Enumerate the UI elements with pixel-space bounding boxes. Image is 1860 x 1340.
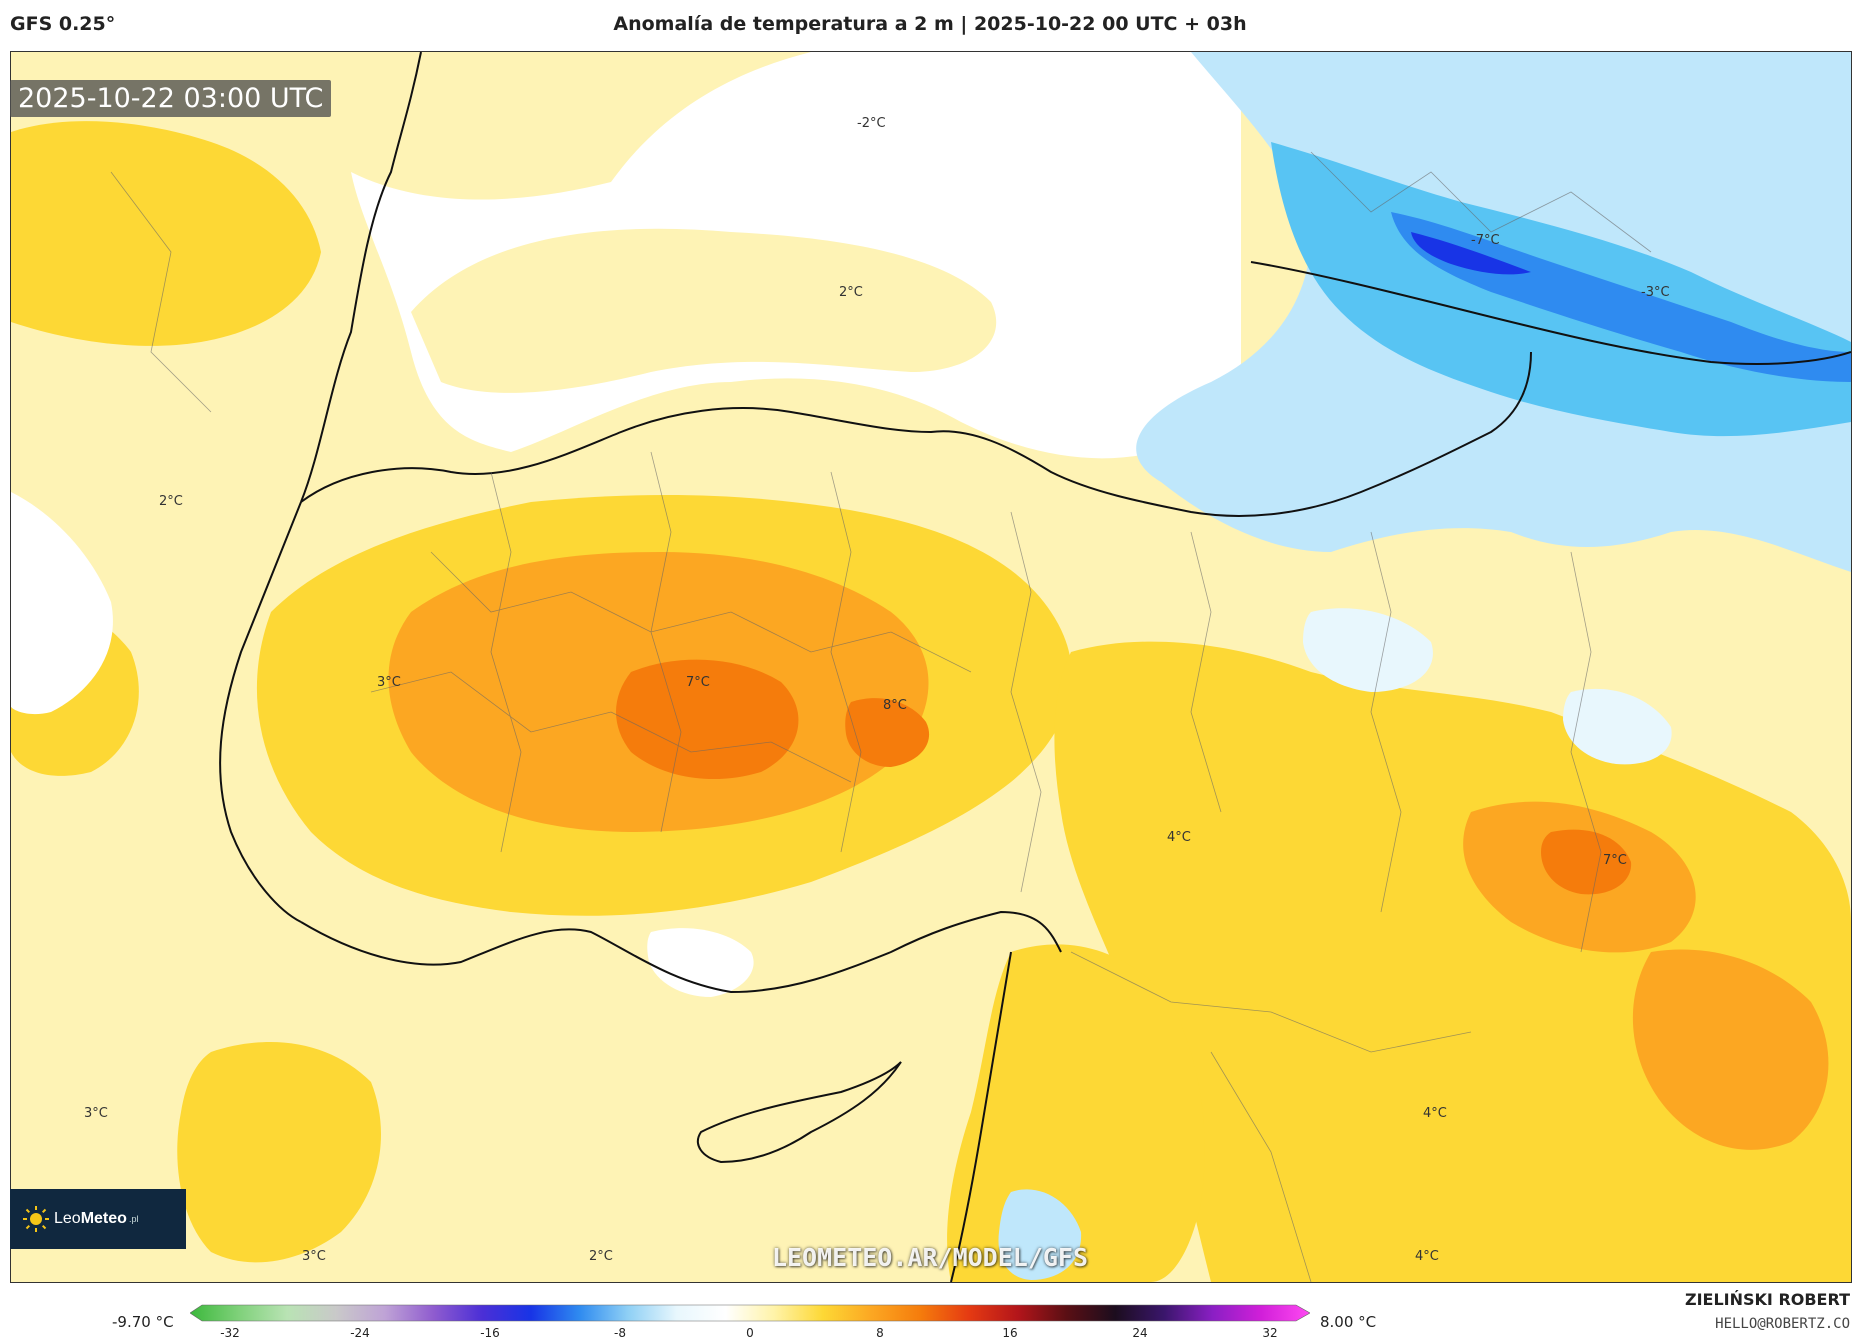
colorbar-max-label: 8.00 °C [1320, 1313, 1377, 1331]
iraq-warm-orange [1632, 949, 1829, 1150]
colorbar-tick-label: 32 [1262, 1326, 1278, 1340]
east-turkey-cool-patch-2 [1563, 688, 1672, 765]
black-sea-west-coast [300, 52, 422, 503]
map-label-7: 7°C [686, 675, 710, 690]
anomaly-map: -2°C -7°C -3°C 2°C 2°C 3°C 7°C 8°C 4°C 7… [11, 52, 1851, 1282]
levant-cool-patch [998, 1189, 1082, 1280]
aegean-coast [219, 501, 302, 923]
map-label-6: 3°C [377, 675, 401, 690]
black-sea-coast [300, 351, 1532, 517]
colorbar-tick-label: -24 [350, 1326, 370, 1340]
map-label-4: 2°C [839, 285, 863, 300]
map-label-12: 4°C [1423, 1106, 1447, 1121]
map-label-11: 3°C [84, 1106, 108, 1121]
logo-text-meteo: Meteo [80, 1210, 127, 1227]
leometeo-logo[interactable]: Leo Meteo .pl [10, 1189, 186, 1249]
southeast-warm-yellow [1054, 641, 1851, 1282]
coastlines [219, 52, 1851, 1282]
southeast-warm-core [1541, 829, 1632, 895]
map-label-3: -3°C [1641, 285, 1670, 300]
cyprus-coast [696, 1061, 902, 1164]
east-turkey-cool-patch [1303, 608, 1433, 692]
anatolia-south-coast [300, 910, 1062, 994]
map-panel[interactable]: -2°C -7°C -3°C 2°C 2°C 3°C 7°C 8°C 4°C 7… [10, 51, 1852, 1283]
black-sea-warm-tongue [411, 228, 997, 393]
colorbar-tick-label: 8 [876, 1326, 884, 1340]
map-label-8: 8°C [883, 698, 907, 713]
colorbar-shape [190, 1304, 1310, 1322]
map-label-14: 2°C [589, 1249, 613, 1264]
caucasus-cold-core [1391, 212, 1851, 382]
province-borders [110, 151, 1652, 1282]
colorbar-tick-label: 0 [746, 1326, 754, 1340]
logo-text-leo: Leo [54, 1210, 81, 1227]
map-label-9: 4°C [1167, 830, 1191, 845]
timestamp-badge: 2025-10-22 03:00 UTC [10, 80, 332, 117]
colorbar-tick-label: 24 [1132, 1326, 1148, 1340]
south-west-warm-yellow [177, 1042, 381, 1263]
colorbar-tick-label: -32 [220, 1326, 240, 1340]
map-label-15: 4°C [1415, 1249, 1439, 1264]
levant-coast [950, 951, 1012, 1282]
map-label-5: 2°C [159, 494, 183, 509]
map-label-10: 7°C [1603, 853, 1627, 868]
logo-text-suffix: .pl [128, 1214, 139, 1224]
colorbar [190, 1304, 1310, 1322]
chart-title: Anomalía de temperatura a 2 m | 2025-10-… [613, 13, 1247, 35]
author-email[interactable]: HELLO@ROBERTZ.CO [1715, 1316, 1850, 1332]
anatolia-warm-core [616, 659, 799, 780]
site-watermark: LEOMETEO.AR/MODEL/GFS [771, 1243, 1089, 1272]
map-label-13: 3°C [302, 1249, 326, 1264]
aegean-neutral-area [11, 492, 113, 715]
model-name: GFS 0.25° [10, 13, 116, 35]
colorbar-tick-label: -8 [614, 1326, 626, 1340]
map-label-2: -7°C [1471, 233, 1500, 248]
sun-icon [23, 1206, 49, 1232]
caucasus-border [1250, 261, 1851, 365]
caucasus-cold-deepest [1411, 232, 1531, 275]
colorbar-tick-label: 16 [1002, 1326, 1018, 1340]
colorbar-min-label: -9.70 °C [112, 1313, 174, 1331]
mediterranean-neutral-patch [647, 928, 754, 997]
colorbar-tick-label: -16 [480, 1326, 500, 1340]
anatolia-warm-core-east [845, 698, 930, 767]
author-name: ZIELIŃSKI ROBERT [1684, 1290, 1850, 1309]
balkans-warm-yellow [11, 121, 321, 346]
map-label-1: -2°C [857, 116, 886, 131]
